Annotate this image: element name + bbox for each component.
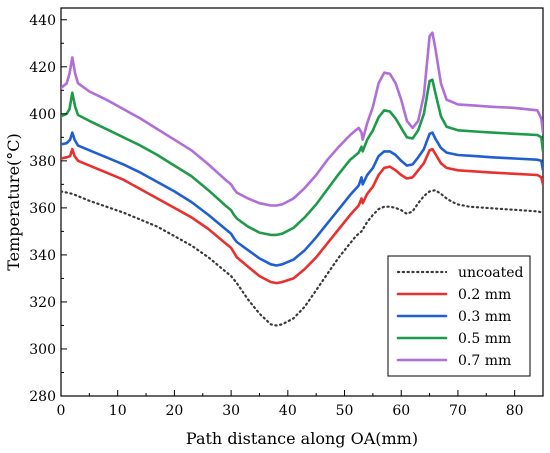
y-axis-title: Temperature(°C) bbox=[4, 133, 23, 271]
legend-label-2: 0.3 mm bbox=[458, 309, 511, 325]
y-tick-label: 320 bbox=[29, 295, 56, 311]
y-tick-label: 420 bbox=[29, 60, 56, 76]
legend-label-3: 0.5 mm bbox=[458, 331, 511, 347]
y-tick-label: 300 bbox=[29, 342, 56, 358]
series-line-2 bbox=[61, 131, 543, 267]
y-tick-label: 280 bbox=[29, 389, 56, 405]
legend: uncoated 0.2 mm 0.3 mm 0.5 mm 0.7 mm bbox=[387, 255, 531, 377]
legend-label-0: uncoated bbox=[458, 265, 524, 281]
x-tick-label: 80 bbox=[506, 403, 524, 419]
series-line-1 bbox=[61, 147, 543, 285]
series-line-4 bbox=[61, 31, 543, 207]
x-tick-label: 10 bbox=[109, 403, 127, 419]
x-tick-label: 60 bbox=[392, 403, 410, 419]
legend-label-4: 0.7 mm bbox=[458, 353, 511, 369]
x-tick-label: 50 bbox=[336, 403, 354, 419]
legend-label-1: 0.2 mm bbox=[458, 287, 511, 303]
y-tick-label: 400 bbox=[29, 107, 56, 123]
x-tick-label: 40 bbox=[279, 403, 297, 419]
plot-frame bbox=[60, 7, 544, 397]
series-line-3 bbox=[61, 78, 543, 237]
x-tick-label: 0 bbox=[57, 403, 66, 419]
ticks-layer: 0 10 20 30 40 50 60 70 80 280 300 320 340 360 380 400 42… bbox=[29, 13, 523, 419]
y-tick-label: 340 bbox=[29, 248, 56, 264]
y-tick-label: 360 bbox=[29, 201, 56, 217]
y-tick-label: 440 bbox=[29, 13, 56, 29]
x-axis-title: Path distance along OA(mm) bbox=[186, 429, 418, 448]
series-layer bbox=[61, 31, 543, 327]
series-line-0 bbox=[61, 189, 543, 327]
x-tick-label: 30 bbox=[222, 403, 240, 419]
x-tick-label: 70 bbox=[449, 403, 467, 419]
y-tick-label: 380 bbox=[29, 154, 56, 170]
x-tick-label: 20 bbox=[165, 403, 183, 419]
